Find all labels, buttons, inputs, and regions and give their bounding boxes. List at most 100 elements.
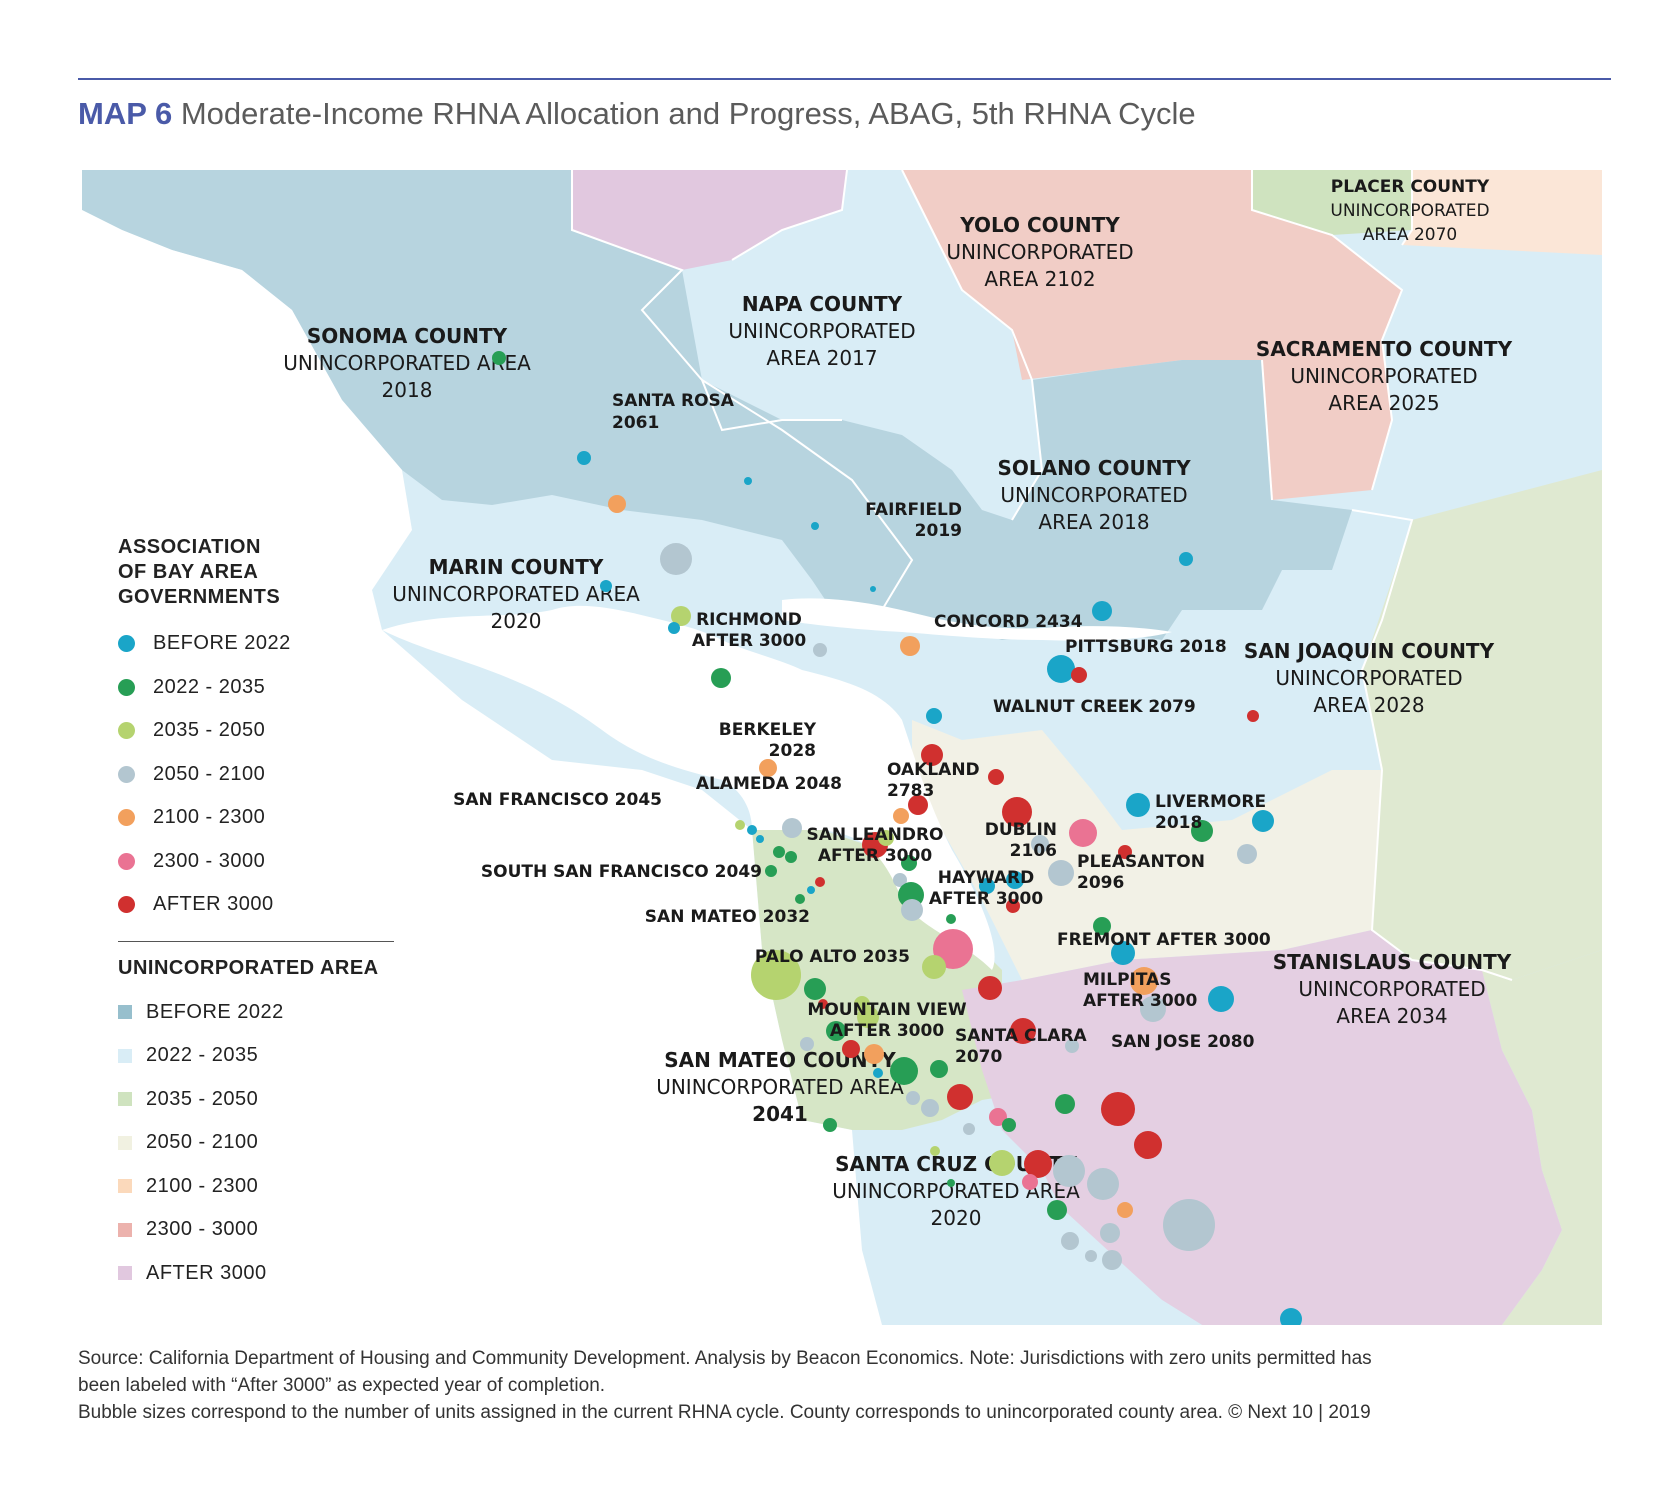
bubble[interactable] <box>963 1123 975 1135</box>
bubble[interactable] <box>1024 1150 1052 1178</box>
bubble-fremont[interactable] <box>1101 1092 1135 1126</box>
legend-dot-2100-2300 <box>118 809 135 827</box>
bubble[interactable] <box>1280 1308 1302 1325</box>
bubble[interactable] <box>842 1040 860 1058</box>
bubble-hayward[interactable] <box>1010 1018 1036 1044</box>
bubble[interactable] <box>668 622 680 634</box>
bubble[interactable] <box>926 708 942 724</box>
bubble-san-francisco[interactable] <box>751 950 801 1000</box>
bubble-concord[interactable] <box>1002 797 1032 827</box>
bubble[interactable] <box>600 580 612 592</box>
bubble[interactable] <box>747 825 757 835</box>
bubble[interactable] <box>1118 845 1132 859</box>
bubble-pleasanton[interactable] <box>1140 996 1166 1022</box>
bubble-santa-clara[interactable] <box>1047 1200 1067 1220</box>
bubble[interactable] <box>947 1179 955 1187</box>
bubble-milpitas[interactable] <box>1134 1131 1162 1159</box>
bubble[interactable] <box>804 978 826 1000</box>
bubble-san-leandro[interactable] <box>978 976 1002 1000</box>
bubble-palo-alto[interactable] <box>989 1108 1007 1126</box>
bubble[interactable] <box>818 999 828 1009</box>
bubble[interactable] <box>906 1091 920 1105</box>
bubble[interactable] <box>785 851 797 863</box>
bubble-pittsburg[interactable] <box>1252 810 1274 832</box>
bubble[interactable] <box>1055 1094 1075 1114</box>
bubble[interactable] <box>759 759 777 777</box>
bubble-san-mateo[interactable] <box>890 1057 918 1085</box>
bubble[interactable] <box>857 1006 879 1028</box>
bubble[interactable] <box>1031 835 1049 853</box>
bubble[interactable] <box>921 744 943 766</box>
bubble[interactable] <box>1117 1202 1133 1218</box>
county-label-line: PLACER COUNTY <box>1331 177 1490 197</box>
bubble-mountain-view[interactable] <box>989 1150 1015 1176</box>
bubble[interactable] <box>930 1146 940 1156</box>
county-label-line: UNINCORPORATED <box>1298 977 1485 1001</box>
bubble[interactable] <box>1085 1250 1097 1262</box>
bubble[interactable] <box>773 846 785 858</box>
bubble[interactable] <box>711 668 731 688</box>
bubble[interactable] <box>811 522 819 530</box>
bubble[interactable] <box>900 636 920 656</box>
bubble[interactable] <box>744 477 752 485</box>
bubble[interactable] <box>1247 710 1259 722</box>
bubble[interactable] <box>735 820 745 830</box>
bubble[interactable] <box>873 1068 883 1078</box>
bubble-dublin[interactable] <box>1130 967 1158 995</box>
bubble[interactable] <box>800 1037 814 1051</box>
bubble[interactable] <box>1191 820 1213 842</box>
bubble[interactable] <box>815 877 825 887</box>
bubble-south-san-francisco[interactable] <box>864 1044 884 1064</box>
bubble[interactable] <box>826 1021 846 1041</box>
bubble[interactable] <box>608 495 626 513</box>
bubble[interactable] <box>756 835 764 843</box>
bubble[interactable] <box>930 1060 948 1078</box>
bubble-walnut-creek[interactable] <box>1048 860 1074 886</box>
bubble-santa-rosa[interactable] <box>660 543 692 575</box>
bubble-oakland[interactable] <box>933 929 973 969</box>
bubble[interactable] <box>908 795 928 815</box>
bubble[interactable] <box>946 914 956 924</box>
bubble[interactable] <box>947 1084 973 1110</box>
bubble[interactable] <box>813 643 827 657</box>
bubble[interactable] <box>1053 1155 1085 1187</box>
bubble[interactable] <box>893 873 907 887</box>
bubble[interactable] <box>901 855 917 871</box>
bubble[interactable] <box>795 894 805 904</box>
bubble[interactable] <box>988 769 1004 785</box>
bubble[interactable] <box>1179 552 1193 566</box>
bubble-san-jose[interactable] <box>1163 1199 1215 1251</box>
bubble[interactable] <box>577 451 591 465</box>
bubble-alameda[interactable] <box>922 955 946 979</box>
bubble[interactable] <box>823 1118 837 1132</box>
bubble[interactable] <box>901 899 923 921</box>
bubble[interactable] <box>1237 844 1257 864</box>
bubble[interactable] <box>979 878 995 894</box>
bubble[interactable] <box>1069 819 1097 847</box>
bubble[interactable] <box>492 351 506 365</box>
bubble[interactable] <box>1102 1250 1122 1270</box>
bubble[interactable] <box>782 818 802 838</box>
bubble[interactable] <box>1071 667 1087 683</box>
bubble[interactable] <box>1087 1168 1119 1200</box>
bubble-fairfield[interactable] <box>1047 655 1075 683</box>
bubble[interactable] <box>1022 1174 1038 1190</box>
bubble[interactable] <box>1065 1039 1079 1053</box>
bubble-livermore[interactable] <box>1208 986 1234 1012</box>
bubble[interactable] <box>1093 917 1111 935</box>
bubble[interactable] <box>893 808 909 824</box>
bubble[interactable] <box>807 886 815 894</box>
bubble[interactable] <box>1111 941 1135 965</box>
bubble[interactable] <box>1126 793 1150 817</box>
bubble[interactable] <box>765 865 777 877</box>
bubble[interactable] <box>1006 899 1020 913</box>
bubble[interactable] <box>1002 1118 1016 1132</box>
bubble[interactable] <box>870 586 876 592</box>
bubble[interactable] <box>1006 871 1024 889</box>
bubble[interactable] <box>1092 601 1112 621</box>
bubble[interactable] <box>671 606 691 626</box>
bubble[interactable] <box>1061 1232 1079 1250</box>
bubble[interactable] <box>1100 1223 1120 1243</box>
bubble[interactable] <box>878 830 894 846</box>
bubble[interactable] <box>921 1099 939 1117</box>
